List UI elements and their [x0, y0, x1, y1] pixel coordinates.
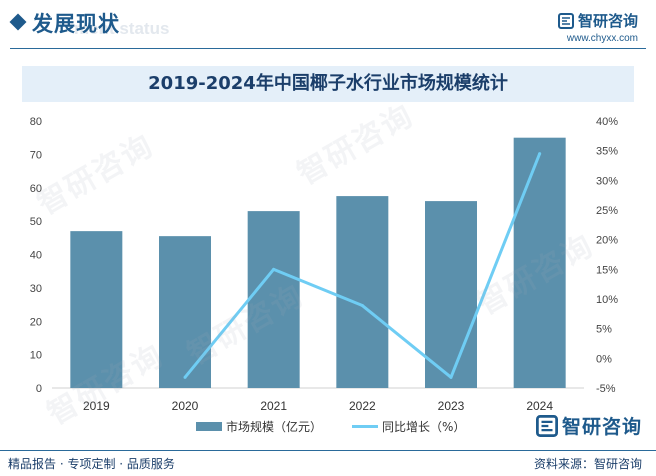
legend-line-label: 同比增长（%） [382, 420, 466, 434]
legend-item-line: 同比增长（%） [352, 418, 465, 435]
x-tick-label: 2020 [172, 399, 199, 413]
y-left-tick-label: 50 [30, 216, 42, 228]
growth-point-2024 [538, 152, 542, 156]
y-left-tick-label: 30 [30, 283, 42, 295]
growth-point-2020 [183, 375, 187, 379]
brand-logo-icon [557, 12, 574, 29]
bar-2021 [247, 211, 300, 388]
y-right-tick-label: 25% [596, 205, 618, 217]
y-left-tick-label: 0 [36, 383, 42, 395]
footer-brand-name: 智研咨询 [561, 416, 642, 438]
y-right-tick-label: 30% [596, 175, 618, 187]
growth-point-2023 [449, 375, 453, 379]
growth-point-2022 [360, 304, 364, 308]
legend-bar-swatch [196, 422, 222, 431]
footer-divider [0, 450, 656, 451]
y-right-tick-label: 40% [596, 116, 618, 128]
footer-brand-block: 智研咨询 [535, 412, 642, 439]
x-tick-label: 2019 [83, 399, 110, 413]
bar-2019 [70, 231, 123, 388]
legend-item-bar: 市场规模（亿元） [196, 418, 322, 435]
y-left-tick-label: 80 [30, 116, 42, 128]
y-right-tick-label: 35% [596, 146, 618, 158]
brand-block: 智研咨询 www.chyxx.com [557, 10, 638, 44]
x-tick-label: 2021 [260, 399, 287, 413]
y-right-tick-label: 20% [596, 235, 618, 247]
y-left-tick-label: 60 [30, 183, 42, 195]
bar-2020 [159, 236, 211, 388]
y-left-tick-label: 70 [30, 149, 42, 161]
section-title: 发展现状 [32, 12, 120, 36]
x-tick-label: 2024 [526, 399, 553, 413]
page-footer: 精品报告 · 专项定制 · 品质服务 资料来源：智研咨询 [0, 446, 656, 476]
bar-2022 [336, 196, 389, 388]
y-right-tick-label: 5% [596, 324, 612, 336]
chart-legend: 市场规模（亿元） 同比增长（%） [196, 418, 495, 435]
x-tick-label: 2022 [349, 399, 376, 413]
page-header: ment status 发展现状 智研咨询 www.chyxx.com [0, 0, 656, 52]
section-subtitle-ghost: ment status [74, 19, 170, 38]
header-divider [10, 48, 646, 49]
brand-name: 智研咨询 [577, 12, 638, 30]
y-left-tick-label: 10 [30, 350, 42, 362]
legend-line-swatch [352, 425, 379, 428]
footer-source: 资料来源：智研咨询 [533, 457, 642, 471]
x-tick-label: 2023 [438, 399, 465, 413]
growth-point-2021 [272, 267, 276, 271]
brand-url: www.chyxx.com [566, 33, 638, 44]
y-right-tick-label: -5% [596, 383, 616, 395]
bar-2024 [513, 137, 566, 388]
chart-title: 2019-2024年中国椰子水行业市场规模统计 [22, 66, 634, 102]
chart-canvas: 0 10 20 30 40 50 60 70 80 -5% 0% 5% 10% 15% 20% 25% 30% 3… [30, 116, 618, 413]
y-left-tick-label: 40 [30, 250, 42, 262]
y-right-tick-label: 0% [596, 353, 612, 365]
bar-2023 [425, 201, 477, 388]
legend-bar-label: 市场规模（亿元） [226, 420, 323, 434]
footer-slogan: 精品报告 · 专项定制 · 品质服务 [8, 457, 175, 471]
y-left-tick-label: 20 [30, 316, 42, 328]
footer-logo-icon [535, 414, 558, 437]
y-right-tick-label: 10% [596, 294, 618, 306]
y-right-tick-label: 15% [596, 264, 618, 276]
